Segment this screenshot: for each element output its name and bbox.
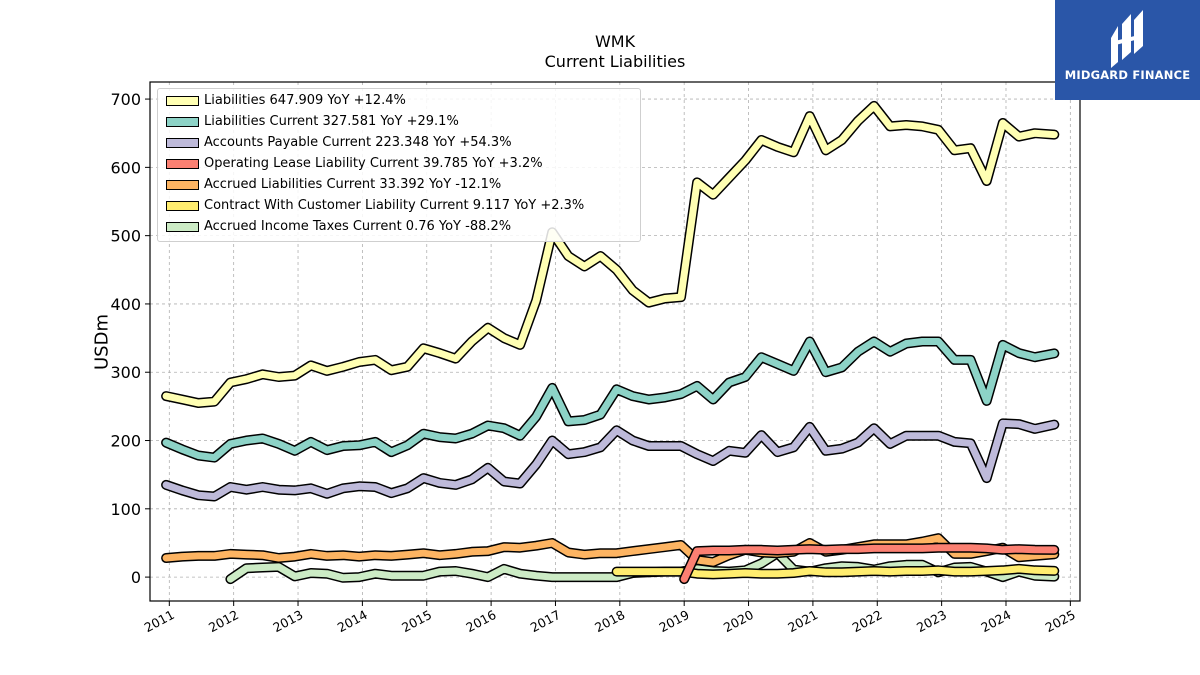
plot-frame: [149, 81, 1081, 602]
x-tick-label: 2013: [270, 607, 305, 635]
series-liabilities-current: [161, 336, 1060, 463]
logo-mark-icon: [1111, 10, 1143, 68]
y-tick-label: 100: [110, 500, 141, 519]
x-tick-label: 2011: [142, 607, 177, 635]
x-tick-label: 2025: [1043, 607, 1078, 635]
y-tick-label: 200: [110, 432, 141, 451]
x-tick-label: 2020: [721, 607, 756, 635]
brand-logo: MIDGARD FINANCE: [1055, 0, 1200, 100]
legend-label: Liabilities Current 327.581 YoY +29.1%: [204, 114, 459, 129]
series-line: [162, 338, 1058, 462]
x-tick-label: 2024: [978, 607, 1013, 635]
series-layer: [161, 100, 1060, 585]
x-tick-label: 2021: [785, 607, 820, 635]
legend-label: Accrued Income Taxes Current 0.76 YoY -8…: [204, 219, 512, 234]
legend-label: Accrued Liabilities Current 33.392 YoY -…: [204, 177, 502, 192]
x-tick-label: 2022: [850, 607, 885, 635]
legend-label: Contract With Customer Liability Current…: [204, 198, 585, 213]
x-tick-label: 2014: [335, 607, 370, 635]
series-line: [162, 419, 1058, 500]
y-tick-label: 300: [110, 363, 141, 382]
legend: Liabilities 647.909 YoY +12.4% Liabiliti…: [157, 88, 641, 242]
series-operating-lease-liability-current: [679, 542, 1060, 585]
y-axis-label: USDm: [91, 314, 113, 370]
legend-swatch: [166, 96, 199, 106]
y-tick-label: 500: [110, 227, 141, 246]
y-tick-label: 600: [110, 158, 141, 177]
series-line: [680, 544, 1058, 583]
x-tick-label: 2017: [528, 607, 563, 635]
x-tick-label: 2023: [914, 607, 949, 635]
x-tick-label: 2019: [657, 607, 692, 635]
chart-title: WMK: [594, 32, 636, 51]
y-tick-label: 400: [110, 295, 141, 314]
legend-swatch: [166, 138, 199, 148]
x-tick-label: 2015: [399, 607, 434, 635]
chart-subtitle: Current Liabilities: [544, 52, 686, 71]
legend-label: Liabilities 647.909 YoY +12.4%: [204, 93, 406, 108]
x-tick-label: 2012: [206, 607, 241, 635]
series-liabilities: [161, 100, 1060, 408]
series-accounts-payable-current: [161, 418, 1060, 502]
legend-label: Operating Lease Liability Current 39.785…: [204, 156, 543, 171]
x-tick-label: 2016: [463, 607, 498, 635]
legend-swatch: [166, 201, 199, 211]
legend-label: Accounts Payable Current 223.348 YoY +54…: [204, 135, 512, 150]
legend-swatch: [166, 117, 199, 127]
series-line: [162, 102, 1058, 407]
x-tick-label: 2018: [592, 607, 627, 635]
y-tick-label: 0: [131, 568, 141, 587]
legend-swatch: [166, 222, 199, 232]
logo-text: MIDGARD FINANCE: [1064, 68, 1191, 82]
y-tick-label: 700: [110, 90, 141, 109]
legend-swatch: [166, 180, 199, 190]
legend-swatch: [166, 159, 199, 169]
